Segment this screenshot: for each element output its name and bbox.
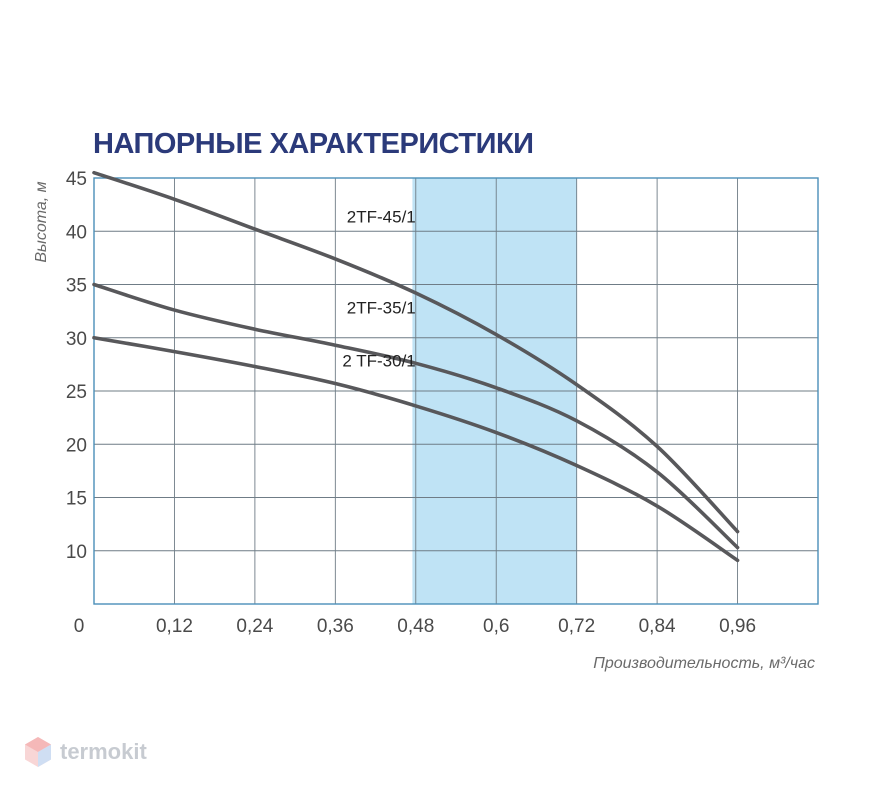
y-tick-label: 35 <box>66 276 87 297</box>
y-tick-label: 30 <box>66 329 87 350</box>
series-label: 2TF-45/1 <box>347 208 416 227</box>
x-tick-label: 0,48 <box>397 616 434 637</box>
x-tick-label: 0,6 <box>483 616 509 637</box>
plot-border <box>93 177 819 605</box>
series-line <box>92 282 740 550</box>
chart-title: НАПОРНЫЕ ХАРАКТЕРИСТИКИ <box>93 128 534 160</box>
x-tick-label: 0,72 <box>558 616 595 637</box>
watermark: termokit <box>24 736 147 768</box>
y-tick-label: 25 <box>66 382 87 403</box>
x-tick-label: 0,24 <box>236 616 273 637</box>
y-tick-label: 15 <box>66 489 87 510</box>
y-tick-label: 40 <box>66 222 87 243</box>
x-tick-label: 0 <box>74 616 85 637</box>
x-tick-label: 0,12 <box>156 616 193 637</box>
y-tick-label: 10 <box>66 542 87 563</box>
series-line <box>92 335 740 563</box>
x-tick-label: 0,96 <box>719 616 756 637</box>
y-tick-label: 20 <box>66 435 87 456</box>
y-tick-label: 45 <box>66 169 87 190</box>
watermark-text: termokit <box>60 739 147 764</box>
y-axis-label: Высота, м <box>33 181 50 262</box>
termokit-logo-icon <box>25 737 51 767</box>
series-line <box>92 170 740 534</box>
series-label: 2 TF-30/1 <box>342 352 415 371</box>
series-label: 2TF-35/1 <box>347 298 416 317</box>
x-axis-label: Производительность, м³/час <box>593 655 815 672</box>
x-tick-label: 0,36 <box>317 616 354 637</box>
x-tick-label: 0,84 <box>639 616 676 637</box>
